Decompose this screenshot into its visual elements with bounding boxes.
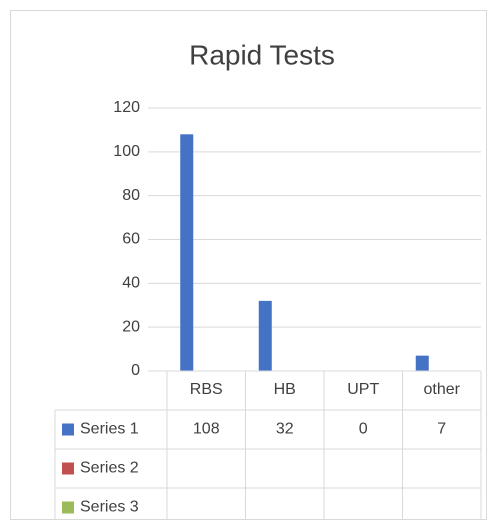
x-tick-label: RBS [190, 381, 223, 398]
legend-label: Series 2 [80, 460, 139, 477]
chart-frame [10, 10, 487, 520]
y-tick-label: 40 [122, 275, 140, 292]
bar [415, 355, 429, 371]
y-tick-label: 120 [113, 99, 140, 116]
bar [258, 300, 272, 371]
table-value: 0 [359, 421, 368, 438]
y-tick-label: 100 [113, 143, 140, 160]
legend-label: Series 3 [80, 499, 139, 516]
legend-key [62, 462, 74, 475]
x-tick-label: HB [274, 381, 296, 398]
table-value: 32 [276, 421, 294, 438]
legend-key [62, 423, 74, 436]
y-tick-label: 0 [131, 362, 140, 379]
table-value: 7 [437, 421, 446, 438]
y-tick-label: 80 [122, 187, 140, 204]
legend-label: Series 1 [80, 421, 139, 438]
y-tick-label: 20 [122, 318, 140, 335]
x-tick-label: other [424, 381, 461, 398]
chart-title: Rapid Tests [189, 39, 335, 70]
x-tick-label: UPT [347, 381, 379, 398]
legend-key [62, 501, 74, 514]
table-value: 108 [193, 421, 220, 438]
bar [180, 134, 194, 371]
y-tick-label: 60 [122, 231, 140, 248]
